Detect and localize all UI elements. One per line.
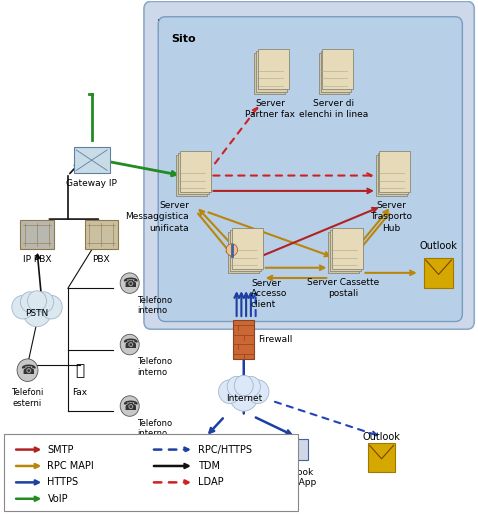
Bar bbox=[330, 230, 361, 271]
Text: Outlook: Outlook bbox=[420, 242, 457, 251]
Text: RPC/HTTPS: RPC/HTTPS bbox=[198, 444, 251, 455]
Text: Sito: Sito bbox=[171, 33, 196, 44]
Circle shape bbox=[218, 380, 240, 403]
Text: Internet: Internet bbox=[226, 394, 262, 403]
Text: Gateway IP: Gateway IP bbox=[66, 179, 117, 188]
Circle shape bbox=[28, 291, 46, 311]
Circle shape bbox=[34, 292, 54, 312]
Text: 🖨: 🖨 bbox=[75, 363, 84, 377]
Text: Outlook
Web App: Outlook Web App bbox=[276, 468, 316, 487]
Circle shape bbox=[120, 334, 139, 355]
Text: Hub: Hub bbox=[382, 224, 400, 233]
Circle shape bbox=[227, 376, 246, 397]
Text: Telefono
interno: Telefono interno bbox=[137, 296, 172, 315]
Bar bbox=[21, 220, 54, 249]
Text: Server
Accesso
client: Server Accesso client bbox=[251, 279, 287, 309]
Text: Telefono
interno: Telefono interno bbox=[137, 357, 172, 377]
Bar bbox=[378, 153, 408, 194]
Bar bbox=[380, 151, 410, 192]
Bar bbox=[368, 443, 395, 472]
Bar bbox=[178, 153, 209, 194]
Circle shape bbox=[21, 292, 39, 312]
Text: SMTP: SMTP bbox=[47, 444, 74, 455]
Text: LDAP: LDAP bbox=[198, 477, 223, 487]
Text: Exchange
ActiveSync: Exchange ActiveSync bbox=[181, 470, 231, 489]
Text: IP PBX: IP PBX bbox=[23, 255, 51, 264]
FancyBboxPatch shape bbox=[158, 17, 462, 321]
Circle shape bbox=[234, 375, 253, 396]
Bar bbox=[328, 232, 359, 273]
FancyBboxPatch shape bbox=[144, 2, 474, 329]
Circle shape bbox=[241, 376, 261, 397]
Text: unificata: unificata bbox=[150, 224, 189, 233]
Bar bbox=[284, 439, 308, 460]
Text: postali: postali bbox=[328, 289, 358, 298]
Bar bbox=[176, 155, 207, 196]
Text: VoIP: VoIP bbox=[47, 494, 68, 504]
Text: elenchi in linea: elenchi in linea bbox=[299, 110, 369, 119]
Bar bbox=[332, 228, 363, 269]
Text: RPC MAPI: RPC MAPI bbox=[47, 461, 94, 471]
Circle shape bbox=[120, 396, 139, 416]
Bar bbox=[254, 53, 285, 94]
Circle shape bbox=[120, 273, 139, 294]
Text: Server: Server bbox=[255, 99, 285, 108]
Circle shape bbox=[229, 381, 258, 411]
Text: Server: Server bbox=[159, 201, 189, 210]
Bar bbox=[256, 50, 287, 92]
Text: Server Cassette: Server Cassette bbox=[307, 278, 380, 287]
Bar bbox=[319, 53, 349, 94]
Circle shape bbox=[23, 296, 51, 327]
Bar bbox=[321, 50, 351, 92]
Text: Server di: Server di bbox=[314, 99, 355, 108]
Text: Partner fax: Partner fax bbox=[245, 110, 295, 119]
Text: ☎: ☎ bbox=[20, 364, 35, 376]
Text: ☎: ☎ bbox=[122, 277, 138, 289]
Text: PBX: PBX bbox=[92, 255, 110, 264]
Bar bbox=[228, 232, 259, 273]
Bar bbox=[258, 48, 289, 90]
Text: TDM: TDM bbox=[198, 461, 220, 471]
Bar bbox=[233, 320, 254, 358]
Circle shape bbox=[247, 380, 269, 403]
Bar bbox=[424, 258, 453, 288]
Circle shape bbox=[40, 296, 62, 319]
Text: Outlook: Outlook bbox=[363, 432, 401, 442]
Circle shape bbox=[17, 359, 38, 382]
Text: Messaggistica: Messaggistica bbox=[126, 212, 189, 221]
Circle shape bbox=[226, 244, 238, 256]
Text: ☎: ☎ bbox=[122, 338, 138, 351]
Bar bbox=[322, 48, 353, 90]
Bar bbox=[376, 155, 406, 196]
Text: Telefoni
esterni: Telefoni esterni bbox=[11, 388, 43, 407]
Text: PSTN: PSTN bbox=[25, 310, 49, 318]
Circle shape bbox=[12, 296, 34, 319]
Text: 📱: 📱 bbox=[200, 433, 211, 451]
Bar bbox=[4, 434, 298, 511]
Text: Trasporto: Trasporto bbox=[370, 212, 412, 221]
Text: Telefono
interno: Telefono interno bbox=[137, 419, 172, 438]
Bar bbox=[85, 220, 118, 249]
Text: HTTPS: HTTPS bbox=[47, 477, 78, 487]
Text: Fax: Fax bbox=[72, 388, 87, 397]
Text: ☎: ☎ bbox=[122, 400, 138, 413]
Text: Foresta: Foresta bbox=[157, 19, 207, 31]
Bar bbox=[180, 151, 211, 192]
Text: Server: Server bbox=[376, 201, 406, 210]
Bar bbox=[232, 228, 263, 269]
Bar bbox=[230, 230, 261, 271]
Text: Firewall: Firewall bbox=[258, 335, 293, 344]
Bar bbox=[74, 147, 109, 173]
